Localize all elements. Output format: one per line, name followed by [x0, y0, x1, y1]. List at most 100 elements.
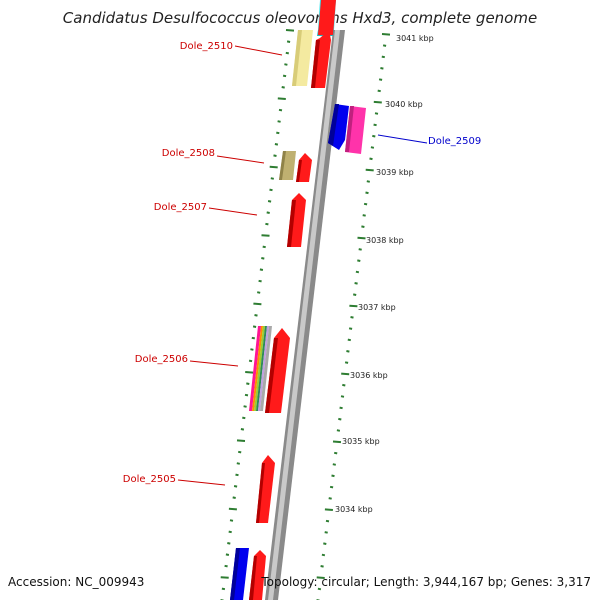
tick-mark [269, 188, 273, 192]
tick-mark [365, 191, 369, 195]
tick-mark [229, 519, 234, 522]
gene-label-dole-2510[interactable]: Dole_2510 [180, 41, 283, 56]
tick-mark [317, 587, 322, 591]
tick-mark [361, 225, 365, 228]
tick-mark [236, 462, 240, 465]
tick-mark [332, 463, 336, 466]
tick-mark [274, 143, 279, 146]
gene-label-dole-2509[interactable]: Dole_2509 [377, 134, 481, 147]
tick-mark [265, 222, 269, 226]
tick-mark [261, 234, 270, 237]
tick-mark [363, 202, 368, 206]
gene-feature-blue-2509[interactable] [328, 104, 349, 150]
tick-mark [225, 553, 230, 556]
tick-mark [261, 257, 265, 260]
gene-labels: Dole_2510 Dole_2509 Dole_2508 Dole_2507 … [123, 41, 481, 486]
kbp-label: 3041 kbp [396, 34, 434, 43]
gene-label-text: Dole_2508 [162, 148, 215, 159]
gene-feature-red-top[interactable] [318, 0, 336, 35]
tick-mark [362, 214, 366, 217]
tick-mark [342, 383, 346, 387]
tick-mark [332, 440, 342, 444]
tick-mark [328, 497, 332, 500]
tick-mark [344, 361, 349, 364]
tick-mark [285, 51, 289, 55]
tick-mark [269, 165, 278, 169]
tick-mark [336, 429, 341, 432]
tick-mark [316, 576, 325, 579]
tick-mark [382, 44, 387, 47]
tick-mark [366, 180, 370, 183]
kbp-label: 3035 kbp [342, 437, 380, 446]
tick-mark [323, 542, 327, 545]
tick-mark [334, 451, 338, 455]
tick-mark [277, 120, 281, 123]
tick-mark [228, 530, 232, 534]
tick-mark [373, 100, 382, 104]
gene-feature-red-2506[interactable] [265, 328, 290, 413]
gene-label-dole-2508[interactable]: Dole_2508 [162, 148, 265, 164]
tick-mark [251, 336, 255, 340]
gene-label-text: Dole_2509 [428, 136, 481, 147]
tick-mark [377, 89, 381, 93]
tick-mark [245, 371, 254, 374]
tick-mark [350, 316, 354, 319]
genome-backbone [265, 30, 345, 600]
gene-feature-red-2507[interactable] [287, 193, 306, 247]
tick-mark [259, 268, 264, 271]
map-title: Candidatus Desulfococcus oleovorans Hxd3… [63, 9, 537, 27]
gene-label-text: Dole_2505 [123, 474, 176, 485]
tick-mark [380, 67, 384, 70]
gene-label-text: Dole_2506 [135, 354, 188, 365]
gene-label-text: Dole_2507 [154, 202, 207, 213]
tick-mark [348, 327, 353, 330]
tick-mark [370, 146, 375, 149]
gene-feature-pink-2509[interactable] [345, 106, 366, 154]
tick-mark [243, 405, 247, 408]
tick-mark [324, 508, 333, 511]
kbp-label: 3039 kbp [376, 168, 414, 177]
gene-label-dole-2506[interactable]: Dole_2506 [135, 354, 239, 367]
gene-feature-red-bottom[interactable] [249, 550, 266, 600]
tick-mark [266, 211, 270, 214]
tick-mark [281, 86, 285, 89]
tick-mark [278, 108, 283, 112]
tick-mark [227, 542, 231, 545]
tick-mark [273, 154, 277, 157]
gene-feature-red-2510[interactable] [311, 30, 331, 88]
tick-mark [232, 496, 236, 499]
kbp-label: 3038 kbp [366, 236, 404, 245]
gene-feature-red-2508[interactable] [296, 153, 312, 182]
tick-mark [357, 236, 366, 240]
tick-mark [354, 282, 358, 285]
gene-label-dole-2505[interactable]: Dole_2505 [123, 474, 226, 486]
tick-mark [228, 507, 237, 511]
gene-features [230, 0, 366, 600]
gene-label-dole-2507[interactable]: Dole_2507 [154, 202, 258, 216]
tick-mark [285, 29, 295, 32]
tick-mark [339, 406, 343, 410]
tick-mark [286, 40, 291, 43]
kbp-label: 3040 kbp [385, 100, 423, 109]
genome-summary-text: Topology: circular; Length: 3,944,167 bp… [260, 575, 591, 589]
tick-mark [254, 314, 258, 317]
gene-feature-red-2505[interactable] [256, 455, 275, 523]
tick-mark [282, 74, 287, 78]
tick-mark [378, 78, 383, 81]
gene-feature-blue-bottom[interactable] [230, 548, 249, 600]
tick-mark [346, 350, 350, 353]
gene-feature-multicolor-2506[interactable] [249, 326, 272, 411]
kbp-label: 3034 kbp [335, 505, 373, 514]
tick-mark [369, 157, 373, 161]
tick-mark [325, 519, 330, 523]
tick-mark [338, 417, 342, 421]
tick-mark [372, 134, 376, 138]
tick-mark [329, 485, 334, 489]
kbp-label: 3036 kbp [350, 371, 388, 380]
gene-label-text: Dole_2510 [180, 41, 233, 52]
tick-mark [355, 270, 360, 274]
tick-mark [257, 291, 261, 294]
gene-feature-yellow-2510[interactable] [292, 30, 313, 86]
gene-feature-khaki-2508[interactable] [279, 151, 296, 180]
